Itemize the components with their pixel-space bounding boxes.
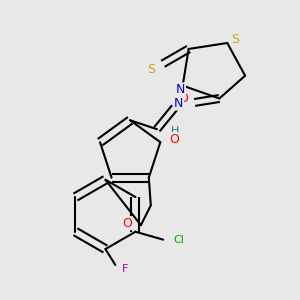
Text: N: N [176, 83, 185, 96]
Text: H: H [171, 126, 179, 136]
Text: S: S [231, 32, 239, 46]
Text: F: F [122, 264, 128, 274]
Text: O: O [122, 217, 132, 230]
Text: Cl: Cl [174, 235, 184, 245]
Text: O: O [169, 133, 179, 146]
Text: N: N [174, 97, 183, 110]
Text: S: S [147, 63, 155, 76]
Text: O: O [178, 92, 188, 105]
